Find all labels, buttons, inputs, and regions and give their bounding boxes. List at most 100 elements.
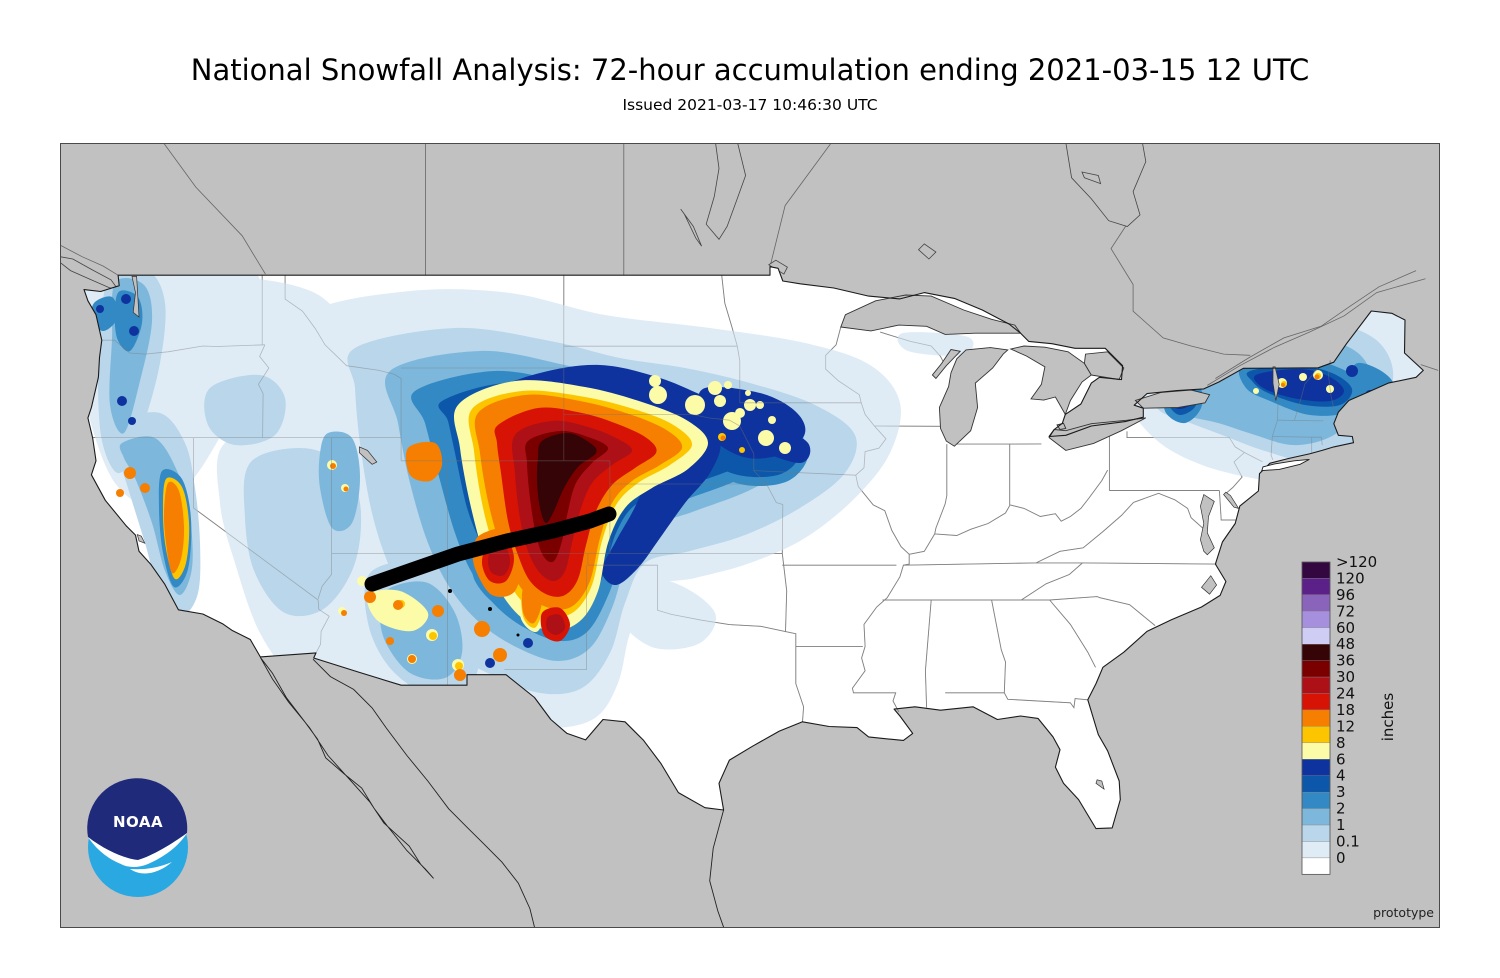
colorbar-tick-label: 60 [1336,619,1355,637]
state-border [934,504,1011,536]
snow-spot [1326,385,1334,393]
snow-spot [475,688,481,694]
state-border [1244,452,1263,463]
great-lake [1009,345,1092,416]
colorbar-swatch [1301,578,1331,596]
snow-spot [357,576,367,586]
snow-spot [429,632,437,640]
snow-spot [493,648,507,662]
state-border [1272,436,1322,438]
state-border [1009,469,1108,522]
noaa-seagull-icon [88,833,187,867]
colorbar-swatch [1301,824,1331,842]
snow-blob [602,433,721,586]
state-border [1021,562,1083,601]
colorbar-swatch [1301,726,1331,744]
snow-blob [318,431,360,532]
state-border [1021,562,1083,601]
coastal-bays [131,276,1280,790]
canada-water-outline [680,208,702,247]
snow-spot [393,600,403,610]
snow-blob [546,614,566,636]
snow-spot [124,467,136,479]
snow-spot [341,610,347,616]
state-border [880,331,946,366]
state-border [1293,367,1319,421]
state-border [721,275,738,347]
canada-water-outline [1081,171,1102,185]
canada-water-outline [60,256,118,289]
snow-spot [129,326,139,336]
bay-or-lake [1223,491,1240,509]
snow-spot [685,395,705,415]
colorbar-frame [1301,561,1331,875]
no-data-swath-line [364,506,617,592]
snow-spot [744,399,756,411]
state-border [903,562,1217,566]
colorbar-swatch [1301,561,1331,579]
snow-spot [1314,374,1320,380]
bay-or-lake [136,534,146,544]
snow-spot [117,396,127,406]
canada-water-outline [705,143,747,240]
great-lakes [840,294,1211,451]
bay-or-lake [1201,575,1218,595]
colorbar-swatch [1301,808,1331,826]
map-frame [60,143,1440,928]
colorbar-swatch [1301,594,1331,612]
baja-california-coast [259,657,434,879]
colorbar-swatch [1301,627,1331,645]
state-borders-overlay [92,275,1335,722]
state-border [825,326,910,713]
state-border [1277,419,1324,422]
us-coastline [83,266,1424,830]
bay-or-lake [1200,493,1215,556]
state-border [1035,502,1134,564]
state-border [736,346,741,403]
snow-blob [405,441,443,482]
mexico-coast-line [312,658,535,928]
state-border [504,565,587,670]
colorbar-tick-label: 18 [1336,701,1355,719]
mexico-coast-line [709,809,725,928]
snow-spot [96,305,104,313]
snow-spot [476,689,482,695]
state-border [563,414,740,427]
snow-spot [756,401,764,409]
snow-spot [1253,388,1259,394]
colorbar-swatch [1301,775,1331,793]
colorbar-swatch [1301,841,1331,859]
snow-spot [473,686,483,696]
snow-spot [454,669,466,681]
state-border [1219,490,1236,521]
islands [1261,458,1310,472]
state-border [991,599,1006,693]
canada-water-outline [1065,143,1147,227]
colorbar-swatch [1301,742,1331,760]
state-border [1035,502,1134,564]
noaa-logo-navy-sky [87,778,188,860]
state-border [909,444,948,555]
snow-spot [1281,383,1285,387]
colorbar-swatch [1301,611,1331,628]
colorbar-swatch [1301,693,1331,711]
colorbar-tick-label: >120 [1336,553,1377,571]
snow-spot [714,395,726,407]
black-no-data-swath [364,506,617,637]
state-border [903,562,1217,566]
snow-spot [128,417,136,425]
page-title: National Snowfall Analysis: 72-hour accu… [190,53,1310,87]
snow-spot [121,294,131,304]
colorbar-tick-label: 72 [1336,602,1355,620]
mexico-coastlines [259,657,725,928]
canada-lakes-and-islands [60,143,1147,289]
colorbar-swatch [1301,791,1331,809]
canada-water-outline [917,243,937,260]
colorbar-tick-label: 0 [1336,849,1346,867]
island [1261,458,1310,472]
colorbar-tick-label: 2 [1336,800,1346,818]
state-border [1049,596,1156,626]
page-subtitle: Issued 2021-03-17 10:46:30 UTC [622,96,878,114]
colorbar-swatch [1301,660,1331,678]
